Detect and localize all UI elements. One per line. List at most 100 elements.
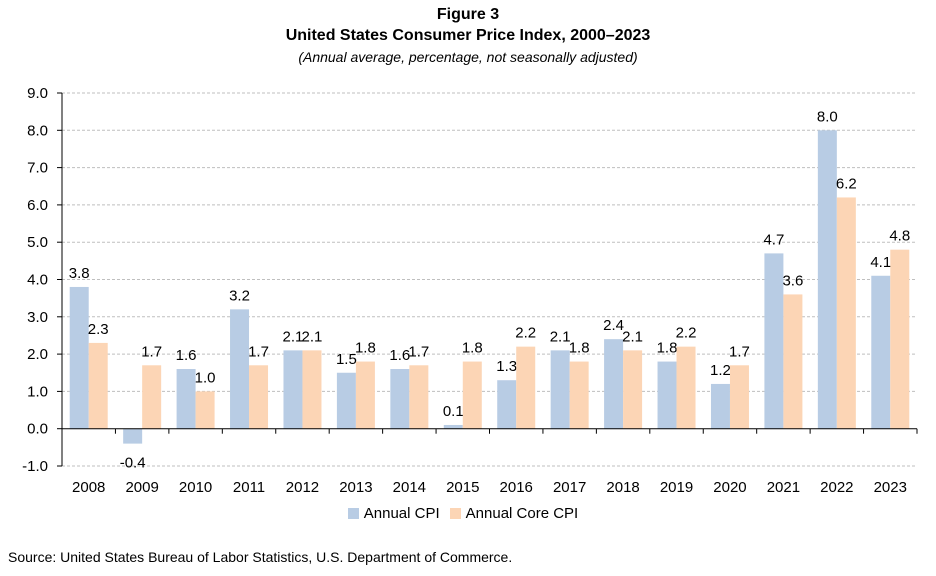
data-label-core-cpi: 4.8 bbox=[889, 228, 910, 245]
legend-label-core-cpi: Annual Core CPI bbox=[465, 505, 579, 522]
data-label-cpi: 2.1 bbox=[550, 328, 571, 345]
data-label-core-cpi: 6.2 bbox=[836, 175, 857, 192]
data-label-core-cpi: 2.2 bbox=[515, 325, 536, 342]
x-tick-label: 2017 bbox=[553, 479, 586, 496]
y-tick-label: 5.0 bbox=[27, 234, 48, 251]
bar-annual-cpi bbox=[336, 372, 356, 429]
bar-annual-cpi bbox=[550, 350, 570, 429]
bar-annual-core-cpi bbox=[890, 249, 910, 429]
data-label-cpi: 3.8 bbox=[69, 265, 90, 282]
data-label-cpi: 1.8 bbox=[657, 340, 678, 357]
bar-annual-core-cpi bbox=[302, 350, 322, 429]
data-label-core-cpi: 1.7 bbox=[141, 343, 162, 360]
data-label-core-cpi: 1.8 bbox=[569, 340, 590, 357]
data-label-core-cpi: 1.0 bbox=[195, 369, 216, 386]
y-tick-label: -1.0 bbox=[22, 458, 48, 475]
legend: Annual CPI Annual Core CPI bbox=[0, 505, 936, 522]
y-tick-label: 4.0 bbox=[27, 272, 48, 289]
bar-annual-core-cpi bbox=[462, 361, 482, 429]
legend-item-core-cpi: Annual Core CPI bbox=[449, 505, 579, 522]
legend-label-cpi: Annual CPI bbox=[363, 505, 440, 522]
y-tick-label: 7.0 bbox=[27, 160, 48, 177]
y-tick-label: 3.0 bbox=[27, 309, 48, 326]
x-tick-label: 2012 bbox=[286, 479, 319, 496]
bar-annual-cpi bbox=[817, 130, 837, 429]
legend-swatch-core-cpi bbox=[449, 508, 461, 519]
chart-subtitle: (Annual average, percentage, not seasona… bbox=[298, 49, 638, 65]
bar-annual-cpi bbox=[604, 339, 624, 429]
bar-annual-core-cpi bbox=[195, 391, 215, 429]
bar-annual-cpi bbox=[764, 253, 784, 429]
x-tick-label: 2023 bbox=[874, 479, 907, 496]
bar-annual-core-cpi bbox=[569, 361, 589, 429]
x-tick-label: 2008 bbox=[72, 479, 105, 496]
bar-annual-cpi bbox=[497, 380, 517, 429]
bar-annual-cpi bbox=[443, 424, 463, 429]
data-label-core-cpi: 1.7 bbox=[408, 343, 429, 360]
data-label-core-cpi: 1.8 bbox=[355, 340, 376, 357]
x-tick-label: 2011 bbox=[233, 479, 265, 496]
bar-annual-core-cpi bbox=[409, 365, 429, 429]
data-label-core-cpi: 2.2 bbox=[676, 325, 697, 342]
bar-annual-core-cpi bbox=[142, 365, 162, 429]
bar-annual-cpi bbox=[390, 369, 410, 429]
data-label-core-cpi: 2.1 bbox=[622, 328, 643, 345]
data-label-cpi: 1.6 bbox=[389, 347, 410, 364]
bar-annual-cpi bbox=[230, 309, 250, 429]
x-tick-label: 2009 bbox=[125, 479, 158, 496]
bar-annual-core-cpi bbox=[355, 361, 375, 429]
x-tick-label: 2013 bbox=[339, 479, 372, 496]
x-tick-label: 2018 bbox=[606, 479, 639, 496]
y-tick-label: 2.0 bbox=[27, 346, 48, 363]
bar-annual-core-cpi bbox=[676, 346, 696, 429]
bar-annual-cpi bbox=[710, 383, 730, 429]
bar-annual-cpi bbox=[657, 361, 677, 429]
bar-chart: -1.0 0.0 1.0 2.0 3.0 4.0 5.0 6.0 7.0 8.0 9.0 2008 3.… bbox=[22, 85, 918, 496]
legend-item-cpi: Annual CPI bbox=[347, 505, 440, 522]
x-tick-label: 2021 bbox=[767, 479, 800, 496]
x-tick-label: 2015 bbox=[446, 479, 479, 496]
data-label-core-cpi: 3.6 bbox=[782, 272, 803, 289]
bar-annual-core-cpi bbox=[836, 197, 856, 429]
bar-annual-core-cpi bbox=[516, 346, 536, 429]
data-label-cpi: 2.1 bbox=[283, 328, 304, 345]
bar-annual-cpi bbox=[283, 350, 303, 429]
x-tick-label: 2022 bbox=[820, 479, 853, 496]
data-label-cpi: 1.6 bbox=[176, 347, 197, 364]
bar-annual-cpi bbox=[871, 275, 891, 429]
y-tick-label: 8.0 bbox=[27, 122, 48, 139]
bar-annual-core-cpi bbox=[623, 350, 643, 429]
data-label-cpi: 1.5 bbox=[336, 351, 357, 368]
bar-annual-cpi bbox=[176, 369, 196, 429]
data-label-cpi: 8.0 bbox=[817, 108, 838, 125]
data-label-core-cpi: 2.3 bbox=[88, 321, 109, 338]
x-tick-label: 2010 bbox=[179, 479, 212, 496]
data-label-core-cpi: 1.8 bbox=[462, 340, 483, 357]
bar-annual-core-cpi bbox=[783, 294, 803, 429]
data-label-cpi: 4.1 bbox=[870, 254, 891, 271]
x-tick-label: 2014 bbox=[393, 479, 426, 496]
data-label-cpi: -0.4 bbox=[120, 455, 146, 472]
bar-annual-core-cpi bbox=[88, 342, 108, 429]
data-label-cpi: 2.4 bbox=[603, 317, 624, 334]
bar-annual-cpi bbox=[123, 428, 143, 444]
data-label-cpi: 3.2 bbox=[229, 287, 250, 304]
y-tick-label: 9.0 bbox=[27, 85, 48, 102]
x-tick-label: 2019 bbox=[660, 479, 693, 496]
chart-title: United States Consumer Price Index, 2000… bbox=[285, 27, 651, 44]
data-label-cpi: 1.2 bbox=[710, 362, 731, 379]
x-tick-label: 2016 bbox=[500, 479, 533, 496]
bar-annual-core-cpi bbox=[729, 365, 749, 429]
y-tick-label: 1.0 bbox=[27, 383, 48, 400]
data-label-cpi: 4.7 bbox=[763, 231, 784, 248]
data-label-cpi: 0.1 bbox=[443, 403, 464, 420]
bar-annual-cpi bbox=[69, 286, 89, 429]
figure-label: Figure 3 bbox=[436, 6, 500, 23]
y-tick-label: 6.0 bbox=[27, 197, 48, 214]
y-tick-label: 0.0 bbox=[27, 421, 48, 438]
data-label-cpi: 1.3 bbox=[496, 358, 517, 375]
x-tick-label: 2020 bbox=[713, 479, 746, 496]
source-note: Source: United States Bureau of Labor St… bbox=[8, 549, 513, 565]
bar-annual-core-cpi bbox=[249, 365, 269, 429]
data-label-core-cpi: 2.1 bbox=[302, 328, 323, 345]
